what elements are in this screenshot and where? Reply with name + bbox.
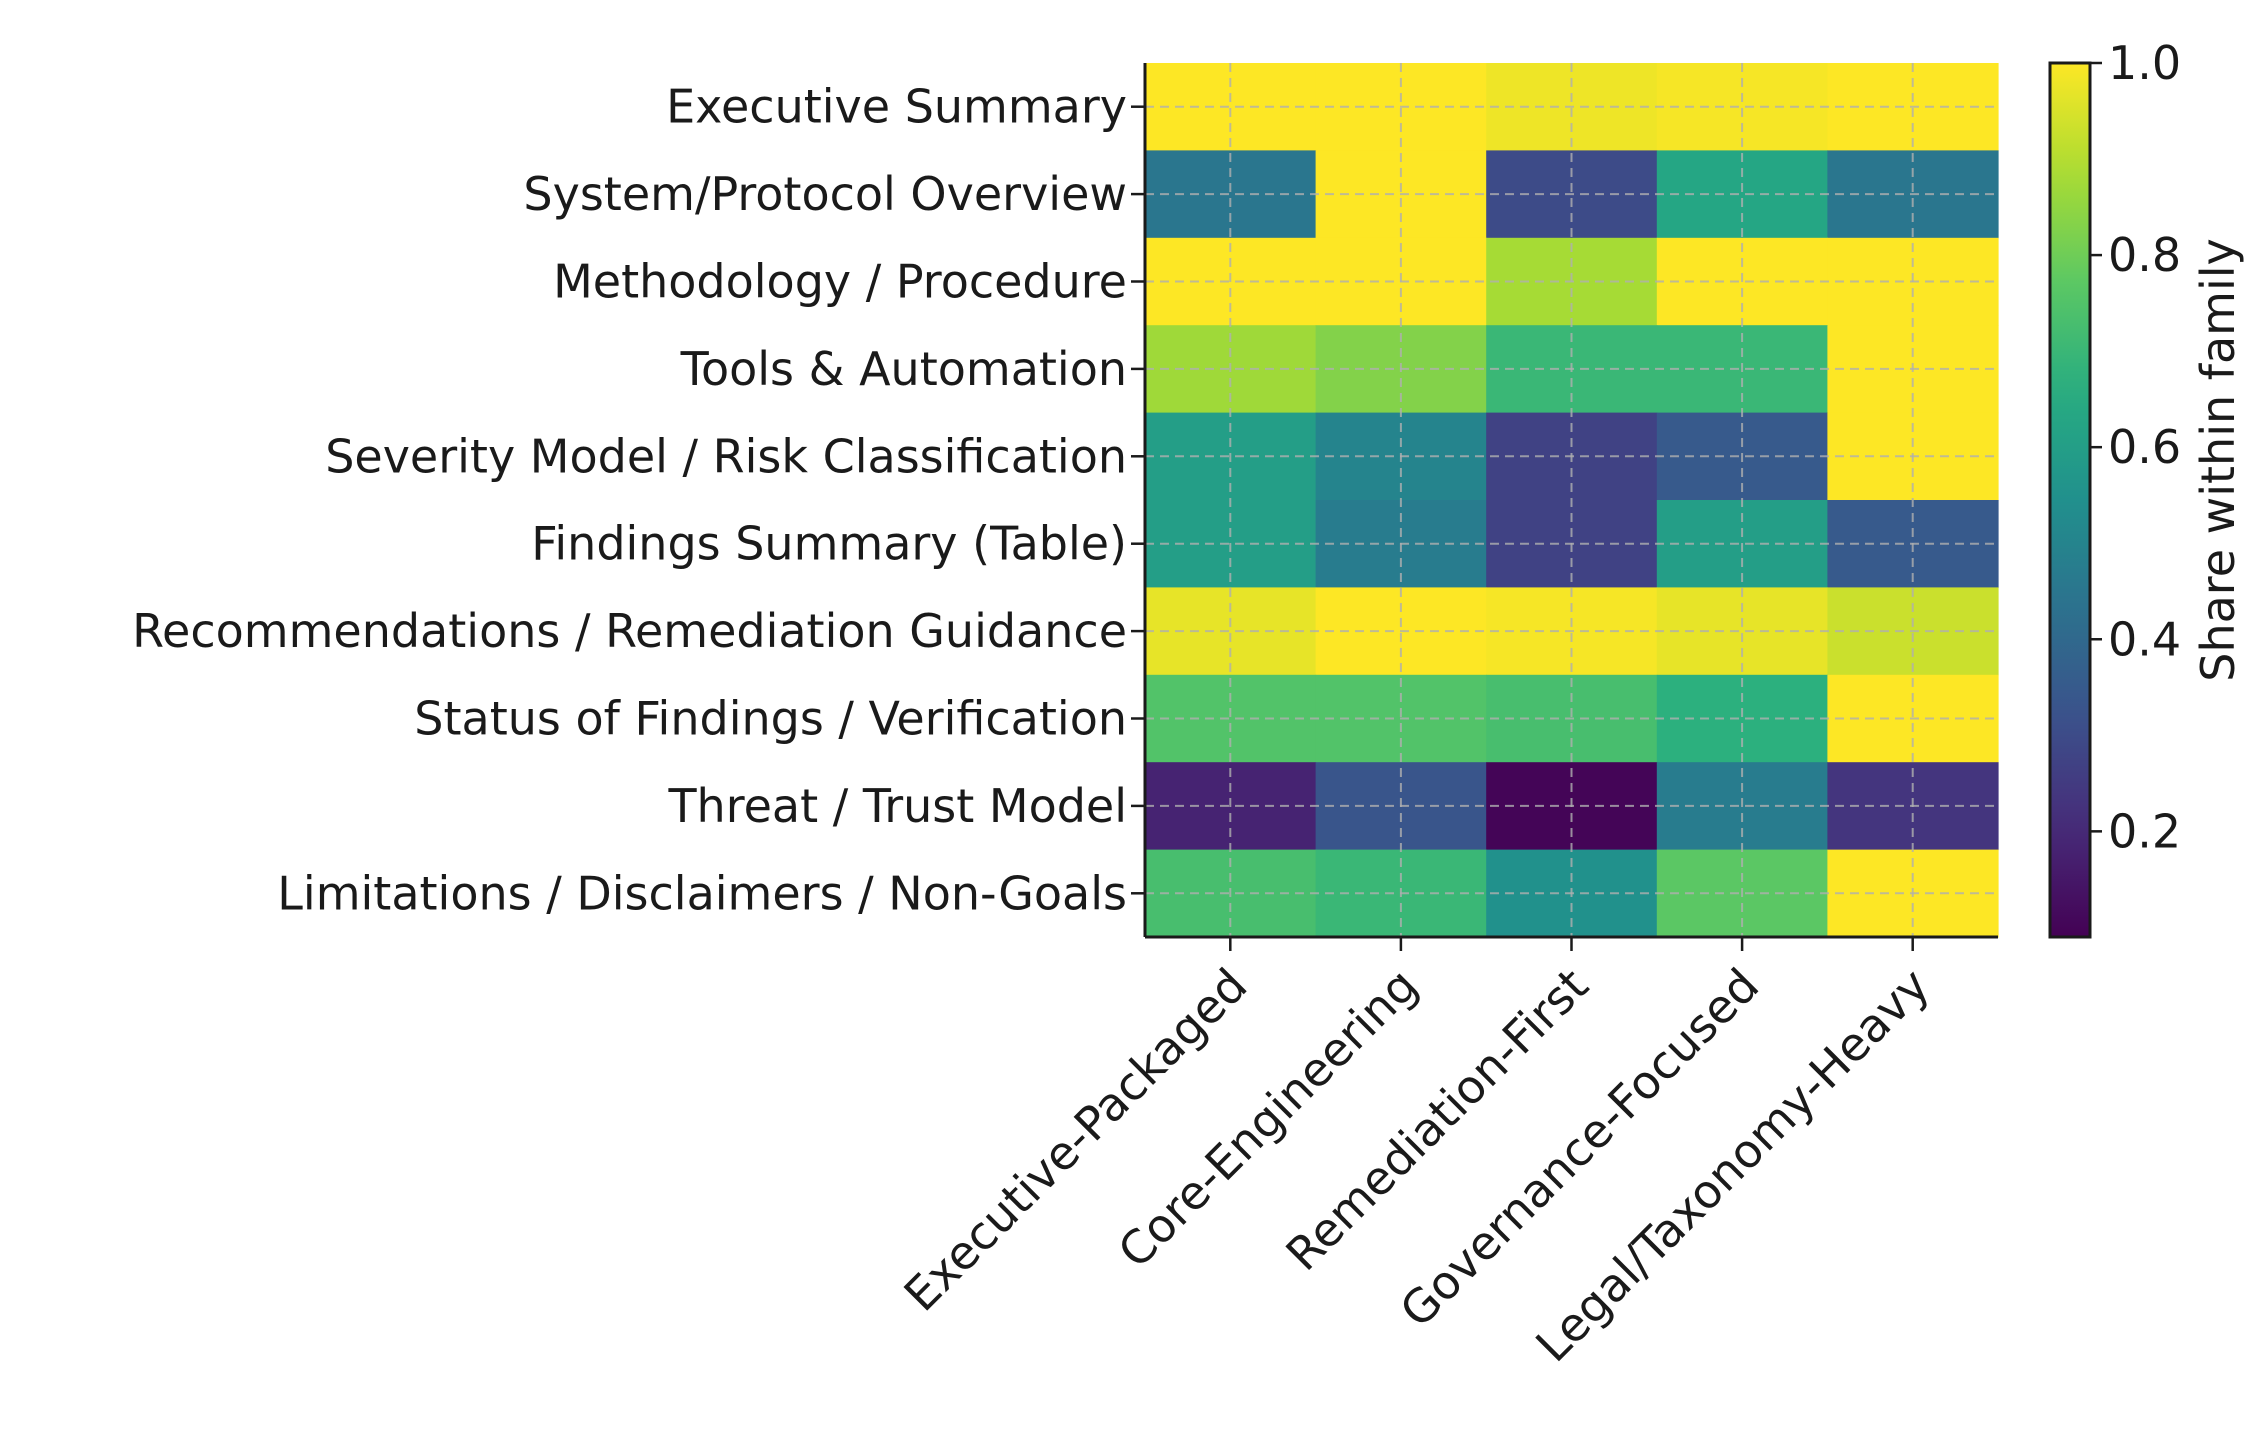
colorbar-tick-label: 0.2 [2108,804,2181,858]
colorbar-label: Share within family [2191,238,2245,682]
colorbar: 0.2 0.4 0.6 0.8 1.0 Share within family [2048,36,2245,939]
colorbar-gradient [2048,61,2092,939]
heatmap-cell [1145,150,1317,239]
colorbar-tick-label: 0.6 [2108,420,2181,474]
colorbar-tick-label: 0.8 [2108,228,2181,282]
y-tick-label: Limitations / Disclaimers / Non-Goals [277,866,1127,920]
grid-lines [1145,63,1998,937]
heatmap-cell [1656,63,1828,151]
axes [1131,63,1998,951]
x-tick-labels: Executive-PackagedCore-EngineeringRemedi… [894,958,1940,1372]
heatmap-cell [1656,587,1828,676]
heatmap-cell [1145,674,1317,763]
y-tick-label: Tools & Automation [680,342,1127,396]
y-tick-label: Severity Model / Risk Classification [325,429,1127,483]
y-tick-label: Threat / Trust Model [667,779,1127,833]
y-tick-labels: Executive Summary System/Protocol Overvie… [132,80,1127,921]
x-tick-label: Core-Engineering [1108,958,1428,1278]
x-tick-label: Remediation-First [1275,958,1598,1281]
x-tick-label: Executive-Packaged [894,958,1258,1322]
heatmap-cell [1656,674,1828,763]
y-tick-label: Executive Summary [666,80,1127,134]
heatmap-cell [1145,63,1317,151]
heatmap-cell [1656,150,1828,239]
y-tick-label: Findings Summary (Table) [531,517,1127,571]
y-tick-label: System/Protocol Overview [523,167,1127,221]
y-tick-label: Status of Findings / Verification [414,692,1127,746]
y-tick-label: Methodology / Procedure [553,255,1127,309]
colorbar-tick-label: 1.0 [2108,36,2181,90]
heatmap-cell [1145,587,1317,676]
y-tick-label: Recommendations / Remediation Guidance [132,604,1127,658]
colorbar-tick-label: 0.4 [2108,612,2181,666]
